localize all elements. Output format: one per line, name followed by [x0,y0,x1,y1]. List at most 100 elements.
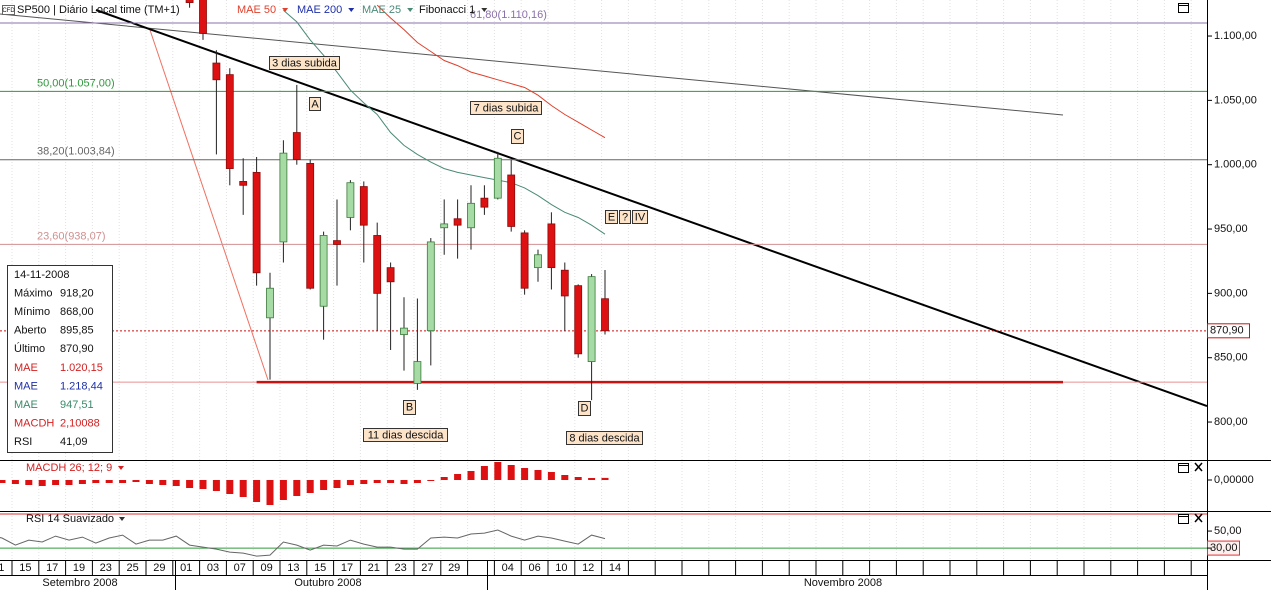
candle-body [292,132,301,160]
candle-body [239,181,248,186]
moving-average [376,4,606,139]
close-button[interactable] [1194,513,1203,523]
info-value: 870,90 [60,343,94,355]
histogram-bar [400,480,408,484]
annotation: 7 dias subida [470,101,542,115]
dropdown-arrow[interactable] [282,8,289,12]
dropdown-arrow[interactable] [119,517,125,521]
x-tick-label: 23 [394,562,406,574]
histogram-bar [413,480,421,483]
histogram-bar [145,480,153,484]
annotation-text: 8 dias descida [569,432,640,444]
legend-entry: MAE 50 [237,4,276,16]
legend-entry: Fibonacci 1 [419,4,475,16]
info-label: Último [14,342,45,355]
dropdown-arrow[interactable] [481,8,488,12]
histogram-bar [11,480,19,484]
histogram-bar [78,480,86,484]
histogram-bar [132,480,140,482]
x-tick-label: 27 [421,562,433,574]
annotation-text: ? [622,211,628,223]
dropdown-arrow[interactable] [118,466,124,470]
candle-body [413,361,422,384]
x-tick-label: 04 [502,562,514,574]
x-tick-label: 14 [609,562,621,574]
histogram-bar [561,475,569,480]
x-tick-label: 11 [0,562,4,574]
histogram-bar [293,480,301,496]
histogram-bar [507,465,515,480]
maximize-button[interactable] [1178,3,1189,13]
annotation: ? [619,210,631,224]
fib-label: 61,80(1.110,16) [470,9,547,21]
trend-line [95,9,1207,407]
histogram-bar [427,480,435,481]
annotation: B [403,400,416,415]
info-label: RSI [14,436,32,448]
y-tick-label: 50,00 [1214,525,1242,537]
histogram-bar [306,480,314,493]
candle-body [453,218,462,226]
histogram-bar [387,480,395,483]
trend-line [0,13,1064,116]
maximize-button[interactable] [1178,463,1189,473]
histogram-bar [333,480,341,488]
fib-diagonal [149,29,269,381]
info-label: Mínimo [14,306,50,318]
histogram-bar [440,477,448,480]
histogram-bar [212,480,220,491]
annotation-text: B [406,401,413,413]
last-price-tag [1207,323,1250,339]
info-value: 868,00 [60,306,94,318]
maximize-button[interactable] [1178,514,1189,524]
histogram-bar [253,480,261,502]
candle-body [520,232,529,289]
last-price-label: 870,90 [1210,325,1244,337]
x-tick-label: 15 [314,562,326,574]
moving-average [283,9,606,235]
close-button[interactable] [1194,462,1203,472]
info-label: MAE [14,380,38,392]
annotation: 8 dias descida [566,431,643,445]
candle-body [467,202,475,229]
histogram-bar [467,471,475,480]
candle-body [346,182,355,218]
x-tick-label: 21 [368,562,380,574]
info-label: MAE [14,362,38,374]
x-tick-label: 29 [153,562,165,574]
header: CFD SP500 | Diário Local time (TM+1) [2,4,180,16]
histogram-bar [25,480,33,485]
indicator-line [0,529,606,557]
info-value: 41,09 [60,436,88,448]
badge: CFD [2,8,15,14]
histogram-bar [279,480,287,500]
histogram-bar [547,472,555,480]
dropdown-arrow[interactable] [407,8,414,12]
fib-label: 23,60(938,07) [37,230,106,242]
y-tick-label: 1.100,00 [1214,30,1257,42]
candle-body [400,327,408,335]
histogram-bar [346,480,354,485]
histogram-bar [360,480,368,484]
candle-body [560,269,569,297]
month-label: Novembro 2008 [804,577,882,589]
histogram-bar [266,480,274,505]
histogram-bar [373,480,381,483]
macd-title: MACDH 26; 12; 9 [26,462,112,474]
histogram-bar [119,480,127,483]
dropdown-arrow[interactable] [348,8,355,12]
histogram-bar [574,477,582,480]
histogram-bar [0,480,6,483]
candle-body [574,285,583,355]
info-value: 918,20 [60,287,94,299]
annotation: D [578,401,591,416]
candle-body [534,254,542,269]
info-value: 1.218,44 [60,380,103,392]
annotation-text: E [608,211,615,223]
fib-label: 50,00(1.057,00) [37,77,115,89]
x-tick-label: 29 [448,562,460,574]
info-value: 1.020,15 [60,362,103,374]
info-value: 947,51 [60,399,94,411]
